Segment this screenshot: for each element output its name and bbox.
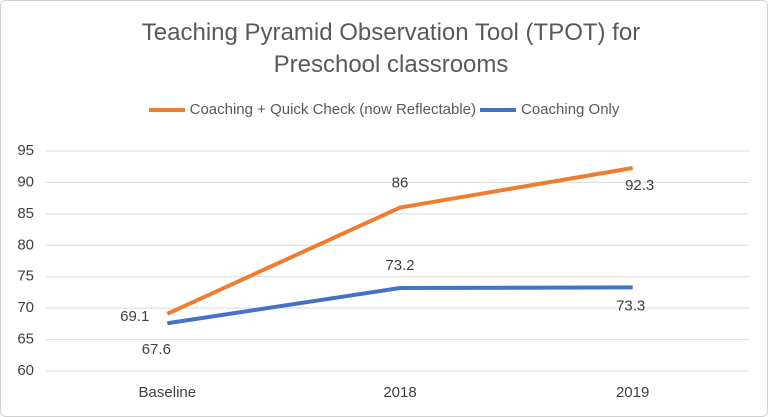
y-tick-label: 80 bbox=[17, 236, 34, 253]
data-label: 86 bbox=[392, 175, 409, 192]
data-label: 92.3 bbox=[625, 177, 654, 194]
x-tick-label: 2019 bbox=[616, 384, 649, 401]
y-tick-label: 85 bbox=[17, 205, 34, 222]
y-tick-label: 60 bbox=[17, 362, 34, 379]
legend-item: Coaching + Quick Check (now Reflectable) bbox=[148, 101, 476, 118]
x-tick-label: Baseline bbox=[139, 384, 197, 401]
legend-label: Coaching Only bbox=[521, 101, 620, 118]
legend-swatch bbox=[148, 107, 185, 112]
data-label: 73.2 bbox=[385, 257, 414, 274]
series-line bbox=[167, 285, 633, 326]
legend-label: Coaching + Quick Check (now Reflectable) bbox=[189, 101, 476, 118]
x-tick-label: 2018 bbox=[383, 384, 416, 401]
y-tick-label: 75 bbox=[17, 268, 34, 285]
y-tick-label: 90 bbox=[17, 173, 34, 190]
series-line bbox=[166, 165, 634, 316]
y-tick-label: 65 bbox=[17, 331, 34, 348]
data-label: 67.6 bbox=[142, 341, 171, 358]
legend-item: Coaching Only bbox=[480, 101, 619, 118]
y-tick-label: 95 bbox=[17, 142, 34, 159]
y-tick-label: 70 bbox=[17, 299, 34, 316]
legend: Coaching + Quick Check (now Reflectable)… bbox=[1, 101, 767, 118]
chart-title: Teaching Pyramid Observation Tool (TPOT)… bbox=[141, 19, 641, 78]
legend-swatch bbox=[480, 107, 516, 112]
data-label: 73.3 bbox=[616, 297, 645, 314]
data-label: 69.1 bbox=[120, 308, 149, 325]
